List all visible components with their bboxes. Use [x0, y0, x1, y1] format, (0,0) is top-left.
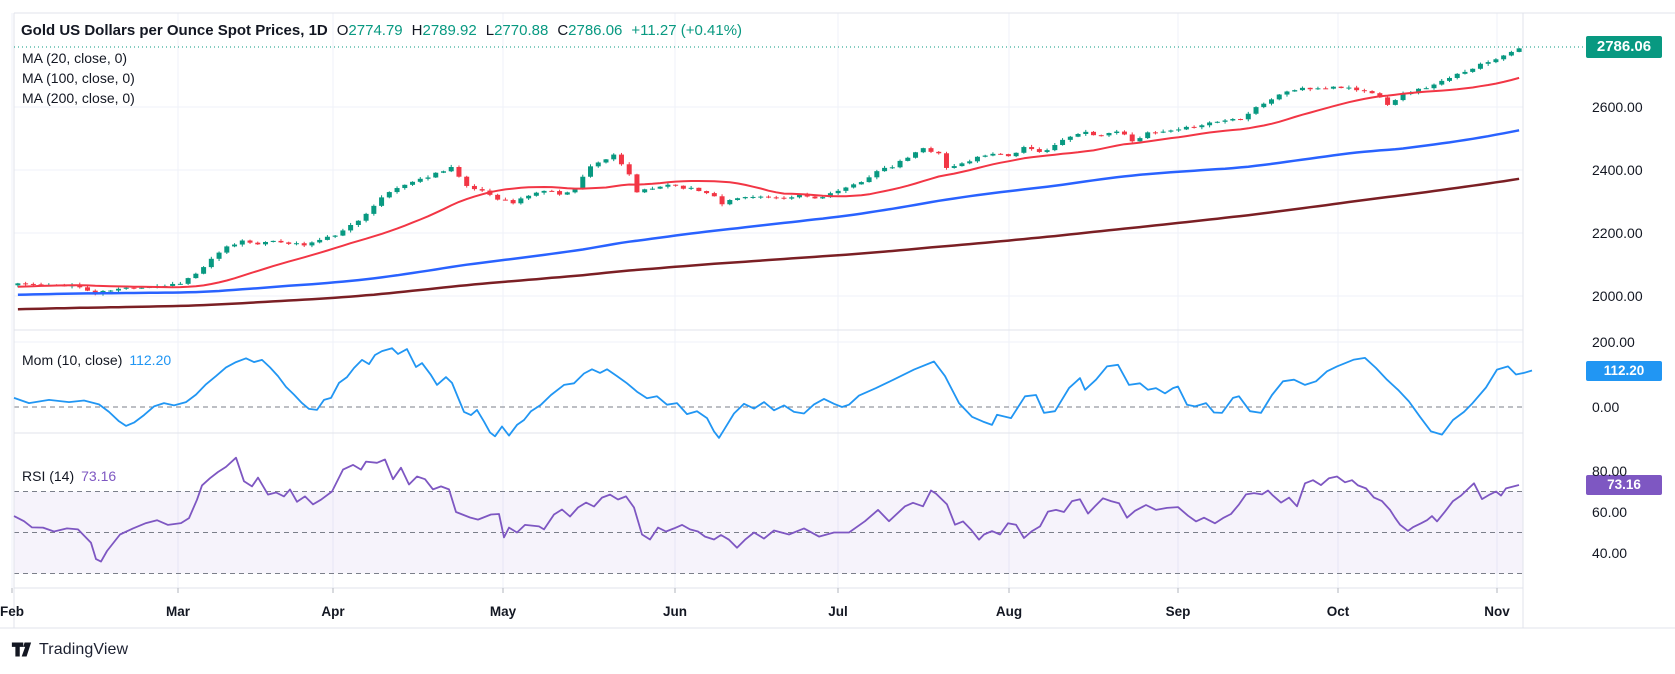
- candlestick-series: [15, 47, 1522, 296]
- last-price-badge: 2786.06: [1586, 36, 1662, 58]
- tradingview-logo-icon: [11, 642, 32, 657]
- ohlc-change: +11.27 (+0.41%): [631, 22, 743, 39]
- momentum-value-badge: 112.20: [1586, 361, 1662, 381]
- rsi-tick-label: 60.00: [1592, 504, 1628, 520]
- tradingview-logo-text: TradingView: [39, 640, 129, 658]
- ma20-line: [17, 76, 1520, 289]
- time-axis-label: Feb: [0, 604, 25, 619]
- momentum-line: [13, 347, 1533, 439]
- rsi-legend[interactable]: RSI (14) 73.16: [22, 468, 116, 484]
- symbol-title: Gold US Dollars per Ounce Spot Prices, 1…: [21, 22, 328, 39]
- momentum-legend[interactable]: Mom (10, close) 112.20: [22, 352, 171, 368]
- price-tick-label: 2200.00: [1592, 225, 1643, 241]
- ohlc-high: H2789.92: [411, 22, 477, 39]
- momentum-tick-label: 200.00: [1592, 334, 1635, 350]
- ma200-line: [17, 177, 1520, 311]
- momentum-value: 112.20: [129, 352, 172, 368]
- ma20-legend[interactable]: MA (20, close, 0): [22, 50, 128, 66]
- price-tick-label: 2600.00: [1592, 99, 1643, 115]
- ohlc-close: C2786.06: [557, 22, 623, 39]
- rsi-tick-label: 80.00: [1592, 463, 1628, 479]
- rsi-value: 73.16: [81, 468, 117, 484]
- time-axis-label: May: [489, 604, 517, 619]
- rsi-value-badge: 73.16: [1586, 475, 1662, 495]
- rsi-line: [13, 456, 1520, 563]
- symbol-legend[interactable]: Gold US Dollars per Ounce Spot Prices, 1…: [21, 22, 742, 39]
- ma100-legend[interactable]: MA (100, close, 0): [22, 70, 135, 86]
- ohlc-open: O2774.79: [336, 22, 403, 39]
- time-axis[interactable]: [0, 588, 1523, 628]
- tradingview-logo[interactable]: TradingView: [11, 639, 128, 660]
- ma200-legend[interactable]: MA (200, close, 0): [22, 90, 135, 106]
- time-axis-label: Nov: [1484, 604, 1510, 619]
- time-axis-label: Jun: [662, 604, 688, 619]
- time-axis-label: Mar: [165, 604, 191, 619]
- rsi-tick-label: 40.00: [1592, 545, 1628, 561]
- ma100-line: [17, 129, 1520, 297]
- ohlc-low: L2770.88: [485, 22, 549, 39]
- time-axis-label: Oct: [1326, 604, 1350, 619]
- momentum-tick-label: 0.00: [1592, 399, 1620, 415]
- price-tick-label: 2400.00: [1592, 162, 1643, 178]
- rsi-label: RSI (14): [22, 468, 75, 484]
- time-axis-label: Apr: [321, 604, 345, 619]
- price-tick-label: 2000.00: [1592, 288, 1643, 304]
- time-axis-label: Aug: [995, 604, 1023, 619]
- time-axis-label: Sep: [1165, 604, 1191, 619]
- momentum-label: Mom (10, close): [22, 352, 123, 368]
- time-axis-label: Jul: [828, 604, 848, 619]
